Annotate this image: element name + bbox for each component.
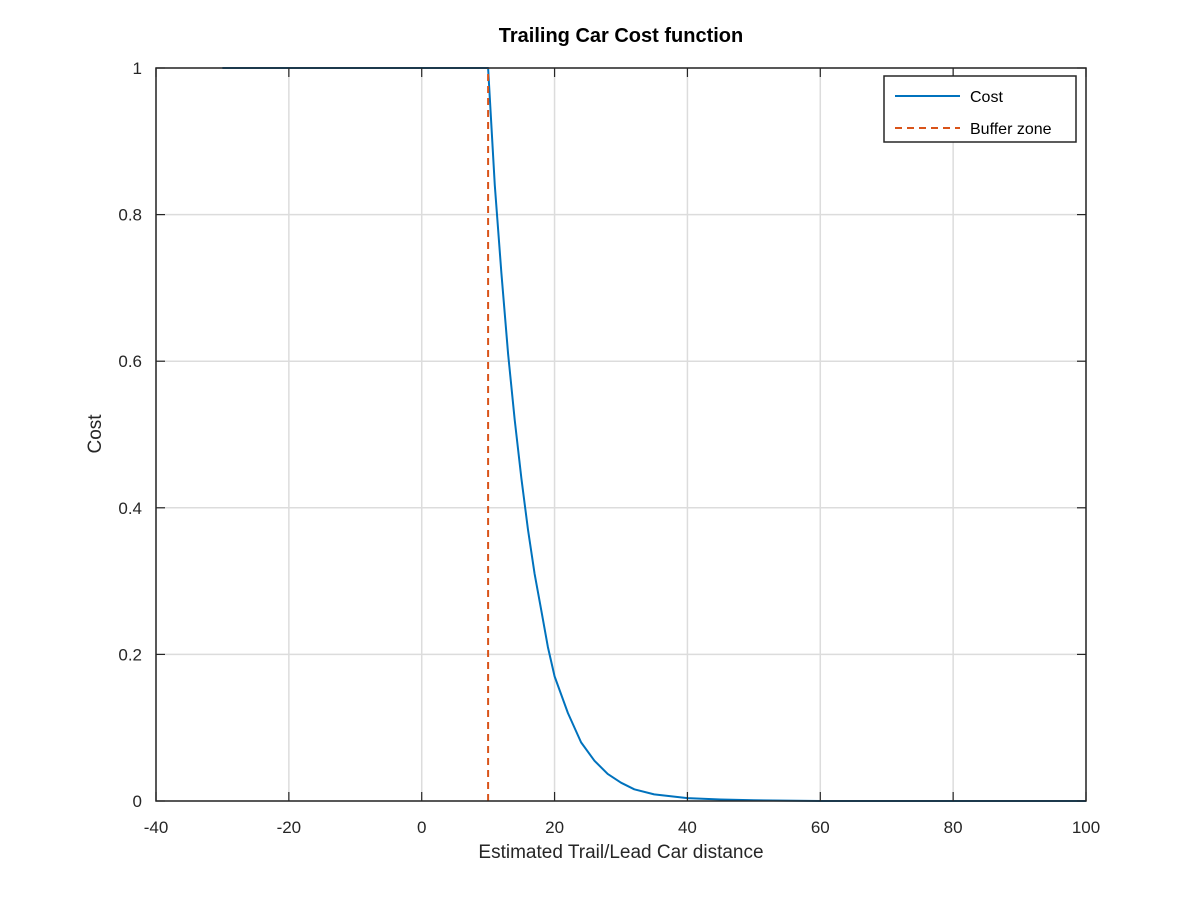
y-tick-label: 0.4 bbox=[118, 499, 142, 518]
y-tick-label: 0 bbox=[133, 792, 142, 811]
tick-marks bbox=[155, 67, 1087, 802]
legend-label-cost: Cost bbox=[970, 89, 1003, 106]
legend: Cost Buffer zone bbox=[883, 75, 1077, 143]
x-tick-label: 0 bbox=[417, 818, 426, 837]
x-axis-label: Estimated Trail/Lead Car distance bbox=[478, 842, 763, 863]
x-tick-label: 60 bbox=[811, 818, 830, 837]
x-tick-label: 100 bbox=[1072, 818, 1100, 837]
chart-title: Trailing Car Cost function bbox=[499, 25, 743, 47]
plot-frame bbox=[155, 67, 1087, 802]
x-tick-label: 40 bbox=[678, 818, 697, 837]
legend-label-buffer-zone: Buffer zone bbox=[970, 121, 1052, 138]
y-tick-label: 0.6 bbox=[118, 352, 142, 371]
tick-labels: -40 -20 0 20 40 60 80 100 0 0.2 0.4 0.6 0.8 1 bbox=[118, 59, 1100, 837]
x-tick-label: 80 bbox=[944, 818, 963, 837]
y-tick-label: 1 bbox=[133, 59, 142, 78]
plot-area bbox=[156, 68, 1086, 801]
y-tick-label: 0.8 bbox=[118, 206, 142, 225]
legend-box bbox=[883, 75, 1077, 143]
y-tick-label: 0.2 bbox=[118, 645, 142, 664]
x-tick-label: -20 bbox=[277, 818, 302, 837]
y-axis-label: Cost bbox=[85, 414, 106, 454]
x-tick-label: -40 bbox=[144, 818, 169, 837]
x-tick-label: 20 bbox=[545, 818, 564, 837]
